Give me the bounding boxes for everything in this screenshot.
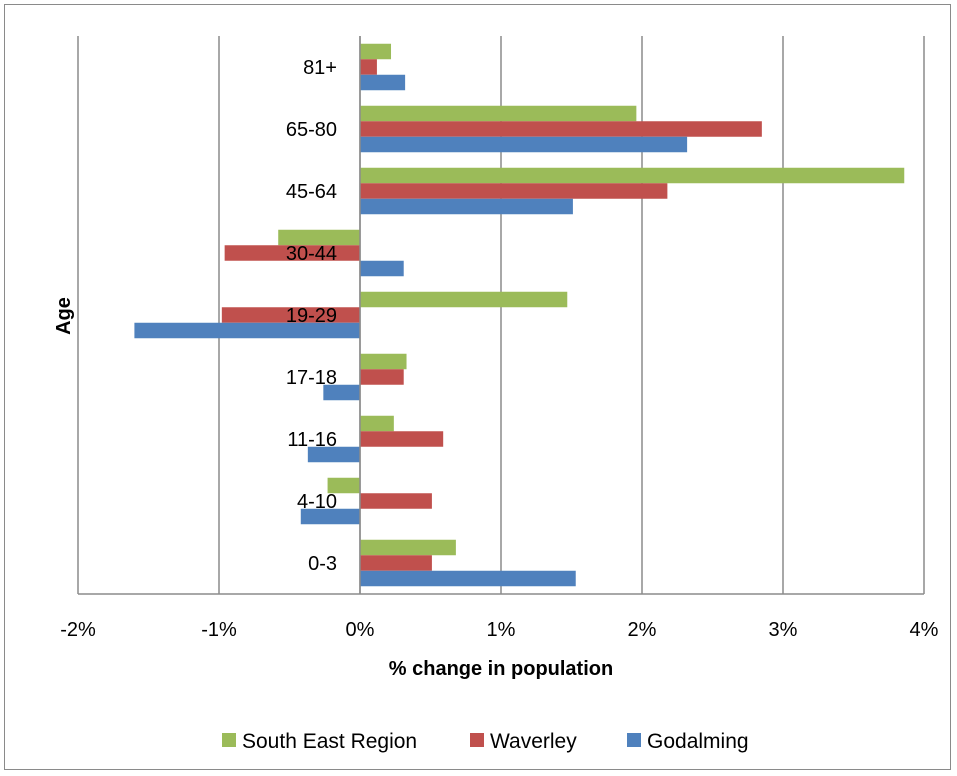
category-label: 17-18 xyxy=(286,367,337,389)
x-axis-title: % change in population xyxy=(389,658,613,680)
bar-south-east-region xyxy=(360,43,392,60)
bar-godalming xyxy=(360,570,576,587)
x-tick-label: 4% xyxy=(910,619,939,641)
bar-south-east-region xyxy=(360,539,456,556)
category-label: 65-80 xyxy=(286,119,337,141)
bar-south-east-region xyxy=(360,105,637,122)
bar-south-east-region xyxy=(327,477,360,494)
x-tick-label: -1% xyxy=(201,619,237,641)
category-label: 11-16 xyxy=(287,429,337,451)
category-label: 81+ xyxy=(303,57,337,79)
bar-waverley xyxy=(360,183,668,199)
bar-waverley xyxy=(360,121,762,137)
category-label: 30-44 xyxy=(286,243,337,265)
legend: South East Region Waverley Godalming xyxy=(222,730,749,753)
legend-swatch xyxy=(470,733,484,747)
bar-waverley xyxy=(360,369,404,385)
legend-label: Waverley xyxy=(490,730,577,753)
x-tick-label: -2% xyxy=(60,619,96,641)
bar-waverley xyxy=(224,245,360,261)
bar-south-east-region xyxy=(360,167,905,184)
bar-godalming xyxy=(360,260,404,277)
x-tick-label: 1% xyxy=(487,619,516,641)
category-label: 45-64 xyxy=(286,181,337,203)
legend-swatch xyxy=(222,733,236,747)
bar-godalming xyxy=(134,322,360,339)
legend-swatch xyxy=(627,733,641,747)
bar-waverley xyxy=(221,307,360,323)
category-label: 0-3 xyxy=(308,553,337,575)
bar-waverley xyxy=(360,59,377,75)
x-tick-label: 3% xyxy=(769,619,798,641)
category-label: 19-29 xyxy=(286,305,337,327)
legend-label: Godalming xyxy=(647,730,749,753)
bar-godalming xyxy=(360,198,573,215)
bar-godalming xyxy=(360,74,406,91)
bar-waverley xyxy=(360,493,432,509)
x-tick-label: 0% xyxy=(346,619,375,641)
category-labels: 0-3 4-10 11-16 17-18 19-29 30-44 45-64 65-80 81+ xyxy=(286,57,337,575)
x-tick-label: 2% xyxy=(628,619,657,641)
bar-south-east-region xyxy=(360,415,394,432)
y-axis-title: Age xyxy=(53,297,75,335)
bar-south-east-region xyxy=(360,291,568,308)
bar-south-east-region xyxy=(360,353,407,370)
category-label: 4-10 xyxy=(297,491,337,513)
bar-godalming xyxy=(323,384,360,401)
legend-label: South East Region xyxy=(242,730,417,753)
x-tick-labels: -2% -1% 0% 1% 2% 3% 4% xyxy=(60,619,938,641)
bar-godalming xyxy=(300,508,360,525)
bar-waverley xyxy=(360,431,444,447)
bar-south-east-region xyxy=(278,229,360,246)
bar-godalming xyxy=(360,136,688,153)
bar-godalming xyxy=(307,446,360,463)
bar-waverley xyxy=(360,555,432,571)
bars xyxy=(134,43,905,587)
